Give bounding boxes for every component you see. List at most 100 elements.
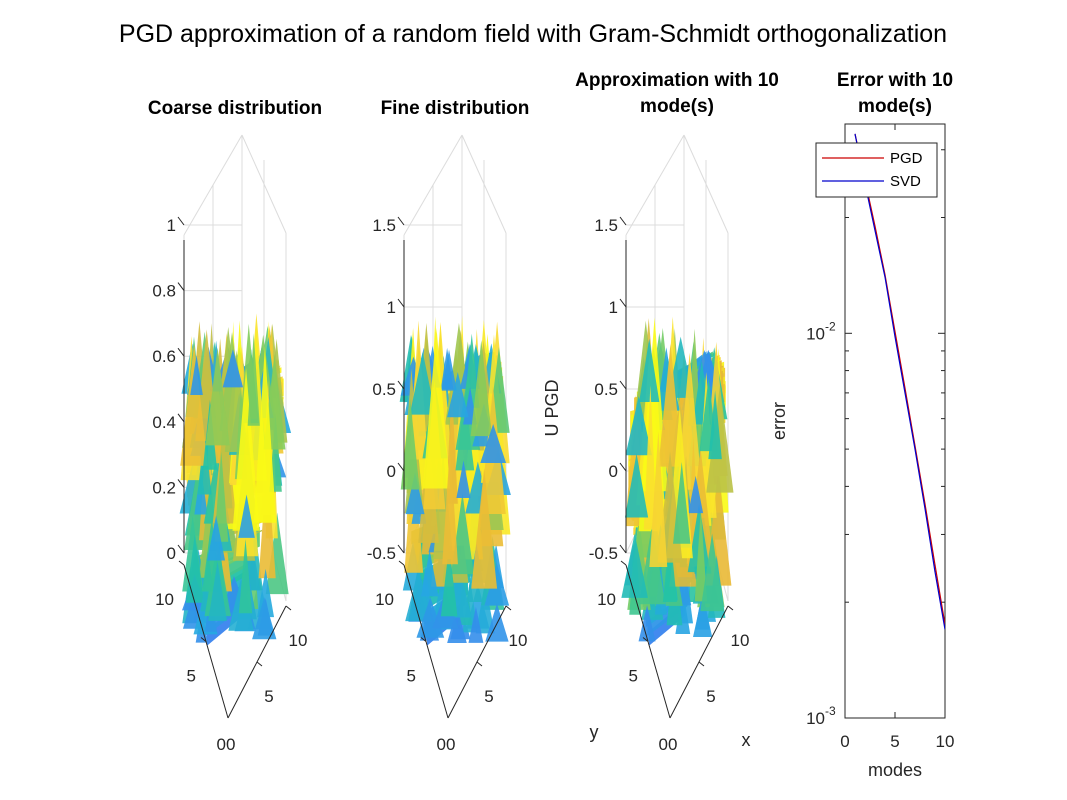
surface-spike: [471, 468, 498, 589]
x-tick-label: 5: [264, 687, 273, 706]
surface-spike: [180, 343, 208, 466]
z-tick-mark: [619, 380, 627, 390]
z-tick-label: 0: [609, 462, 618, 481]
y-tick-mark: [178, 560, 185, 566]
coarse-distribution-axes: Coarse distribution 0 0.2 0.4 0.6 0.8 1 10 5 5 10 0…: [148, 98, 322, 754]
approximation-axes: Approximation with 10 mode(s) -0.5 0 0.5 1 1.5…: [542, 70, 779, 754]
x-tick-label: 5: [706, 687, 715, 706]
surface-spike: [447, 372, 469, 418]
surface-spike: [706, 385, 734, 493]
z-tick-label: 1: [609, 298, 618, 317]
panel-title: Approximation with 10: [575, 70, 779, 91]
surface-spike: [405, 568, 433, 622]
legend: PGD SVD: [815, 142, 938, 198]
surface-spike: [688, 475, 704, 514]
surface-spike: [475, 582, 495, 634]
surface-spike: [700, 533, 724, 612]
origin-label: 00: [217, 735, 236, 754]
x-tick-mark: [476, 661, 483, 667]
x-tick-mark: [698, 661, 705, 667]
y-tick-label: 10: [155, 590, 174, 609]
surface-spike: [205, 347, 230, 446]
figure-title: PGD approximation of a random field with…: [119, 20, 947, 48]
surface: [621, 316, 734, 646]
surface-spike: [214, 451, 229, 542]
surface-spike: [484, 563, 510, 606]
fine-distribution-axes: Fine distribution -0.5 0 0.5 1 1.5 10 5 5 10 00: [367, 98, 530, 754]
x-tick-label: 5: [484, 687, 493, 706]
surface-spike: [422, 328, 451, 489]
z-tick-mark: [397, 380, 405, 390]
y-tick-mark: [200, 637, 207, 642]
panel-title: mode(s): [858, 96, 932, 117]
surface-spike: [662, 530, 677, 603]
surface-spike: [455, 394, 475, 471]
y-tick-label: 10: [806, 709, 825, 728]
origin-label: 00: [659, 735, 678, 754]
surface-spike: [257, 568, 275, 618]
surface-spike: [456, 460, 471, 498]
x-tick-label: 10: [289, 631, 308, 650]
y-tick-label: 5: [629, 667, 638, 686]
z-tick-label: 1: [167, 216, 176, 235]
y-tick-label: 5: [187, 667, 196, 686]
legend-box: [815, 142, 938, 198]
x-tick-mark: [727, 605, 734, 611]
surface-spike: [639, 338, 660, 402]
x-axis-label: modes: [868, 760, 922, 780]
y-tick-label: 10: [597, 590, 616, 609]
z-tick-mark: [397, 462, 405, 472]
surface-spike: [222, 349, 244, 388]
surface-spike: [441, 349, 457, 391]
surface-spike: [253, 346, 277, 523]
y-tick-label: 10: [806, 324, 825, 343]
surface-spike: [190, 355, 203, 396]
z-tick-label: 1.5: [372, 216, 396, 235]
surface-spike: [693, 592, 713, 638]
z-tick-mark: [397, 298, 405, 308]
surface-spike: [238, 494, 255, 538]
series-line-svd: [854, 133, 945, 630]
origin-label: 00: [437, 735, 456, 754]
z-tick-mark: [177, 347, 185, 357]
surface-spike: [252, 597, 277, 640]
z-tick-mark: [619, 544, 627, 554]
x-tick-label: 10: [936, 732, 955, 751]
z-tick-mark: [177, 216, 185, 226]
z-tick-label: -0.5: [589, 544, 618, 563]
surface-spike: [480, 424, 507, 463]
plot-box: [844, 123, 946, 719]
legend-label: SVD: [890, 173, 921, 190]
x-tick-label: 5: [890, 732, 899, 751]
z-tick-label: 0.8: [152, 282, 176, 301]
surface-spike: [694, 508, 708, 602]
y-tick-mark: [620, 560, 627, 566]
z-tick-mark: [177, 413, 185, 423]
surface-spike: [207, 515, 226, 561]
surface-spike: [442, 444, 458, 565]
surface-spike: [400, 398, 420, 490]
z-tick-mark: [619, 462, 627, 472]
y-tick-mark: [398, 560, 405, 566]
surface-spike: [708, 390, 722, 460]
surface-spike: [247, 333, 260, 426]
surface-spike: [405, 472, 425, 515]
z-tick-label: 1: [387, 298, 396, 317]
y-axis-label: error: [769, 402, 789, 440]
surface-spike: [420, 550, 439, 597]
x-tick-label: 10: [509, 631, 528, 650]
z-axis-label: U PGD: [542, 379, 562, 436]
x-tick-label: 0: [840, 732, 849, 751]
x-axis-label: x: [742, 730, 751, 750]
surface-spike: [621, 533, 648, 598]
y-tick-exponent: -2: [825, 319, 836, 333]
surface-spike: [649, 431, 668, 568]
x-tick-mark: [285, 605, 292, 611]
axis-lines: [177, 216, 292, 719]
x-tick-mark: [256, 661, 263, 667]
z-tick-mark: [177, 282, 185, 291]
y-tick-label: 10: [375, 590, 394, 609]
z-tick-label: -0.5: [367, 544, 396, 563]
